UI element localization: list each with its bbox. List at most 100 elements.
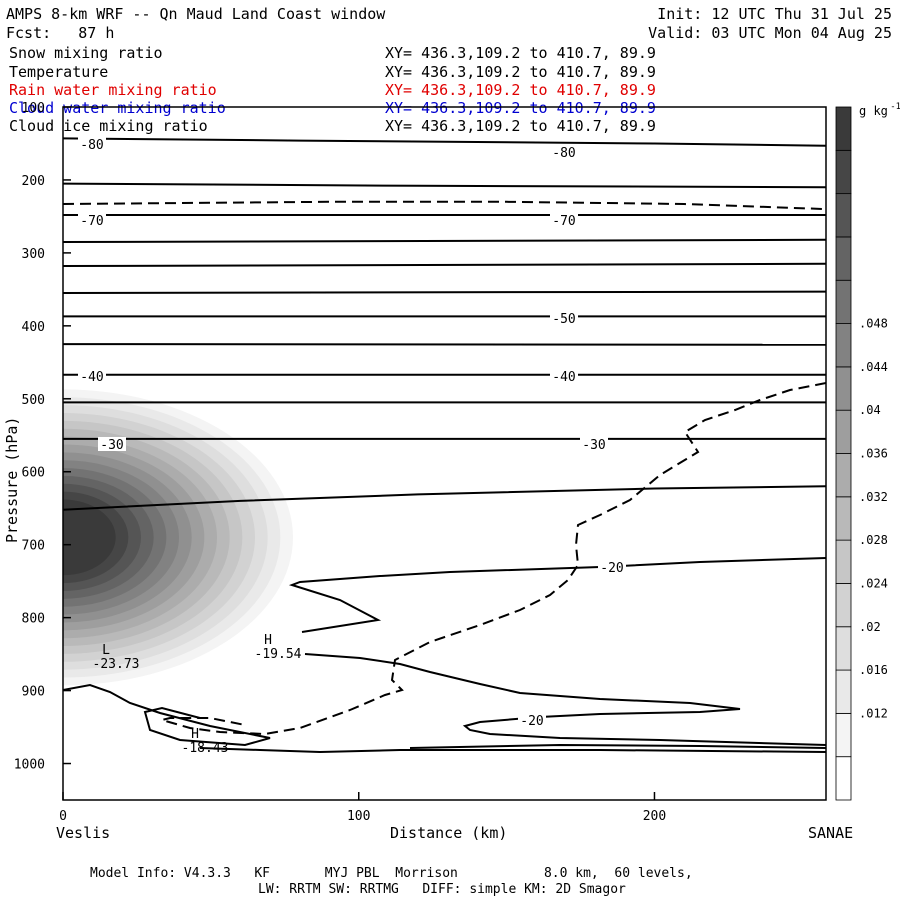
field-xy-rain: XY= 436.3,109.2 to 410.7, 89.9	[385, 81, 656, 99]
isotherm-line	[63, 182, 826, 189]
contour-label: -20	[600, 561, 623, 576]
isotherm-surface-base	[199, 747, 826, 754]
colorbar-swatch	[835, 409, 852, 454]
field-xy-temperature: XY= 436.3,109.2 to 410.7, 89.9	[385, 63, 656, 81]
isotherm-line	[63, 137, 826, 147]
colorbar: .012 .016 .02 .024 .028 .032 .036 .04 .044 .048 g …	[835, 102, 900, 801]
contour-label: -70	[552, 214, 575, 229]
extremum-value: -19.54	[255, 647, 302, 662]
freezing-level-dashed-contours	[63, 200, 826, 736]
colorbar-unit-exponent: -1	[890, 102, 900, 112]
field-name-temperature: Temperature	[9, 63, 109, 81]
colorbar-tick-label: .016	[859, 663, 888, 677]
colorbar-swatch	[835, 453, 852, 498]
contour-label: -20	[520, 714, 543, 729]
colorbar-swatch	[835, 583, 852, 628]
contour-label-bg	[580, 437, 608, 451]
colorbar-swatch	[835, 236, 852, 281]
extremum-kind: H	[191, 727, 199, 742]
y-tick-label: 400	[22, 320, 45, 335]
chart-title: AMPS 8-km WRF -- Qn Maud Land Coast wind…	[6, 5, 386, 23]
colorbar-swatch	[835, 496, 852, 541]
field-xy-cloud-ice: XY= 436.3,109.2 to 410.7, 89.9	[385, 117, 656, 135]
extremum-kind: H	[264, 633, 272, 648]
extremum-value: -23.73	[93, 657, 140, 672]
contour-label-bg	[550, 311, 578, 325]
contour-label-bg	[550, 369, 578, 383]
contour-label-bg	[518, 713, 546, 727]
x-axis-title: Distance (km)	[390, 824, 508, 842]
contour-label-bg	[598, 560, 626, 574]
x-tick-label: 200	[643, 809, 666, 824]
contour-label-bg	[78, 213, 106, 227]
isotherm-surface-loop	[63, 683, 271, 747]
y-tick-label: 500	[22, 393, 45, 408]
isotherm-line	[63, 262, 826, 267]
y-tick-label: 600	[22, 466, 45, 481]
y-tick-label: 300	[22, 247, 45, 262]
snow-mixing-ratio-shading	[63, 389, 293, 686]
valid-time: Valid: 03 UTC Mon 04 Aug 25	[648, 24, 892, 42]
start-point-label: Veslis	[56, 824, 111, 842]
field-xy-snow: XY= 436.3,109.2 to 410.7, 89.9	[385, 44, 656, 62]
colorbar-tick-label: .028	[859, 533, 888, 547]
isotherm-minus20-upper	[288, 557, 826, 633]
contour-label-bg	[550, 213, 578, 227]
colorbar-tick-label: .04	[859, 403, 881, 417]
extrema-labels: L-23.73H-19.54H-18.43	[93, 633, 302, 756]
colorbar-tick-label: .032	[859, 490, 888, 504]
y-tick-label: 800	[22, 612, 45, 627]
colorbar-tick-label: .048	[859, 317, 888, 331]
colorbar-tick-label: .012	[859, 706, 888, 720]
contour-label: -50	[552, 312, 575, 327]
x-tick-label: 100	[347, 809, 370, 824]
colorbar-swatch	[835, 756, 852, 801]
contour-labels: -80 -70 -50 -40 -30 -20 -80 -70 -40 -30 -20	[78, 137, 626, 729]
x-tick-label: 0	[59, 809, 67, 824]
field-name-rain: Rain water mixing ratio	[9, 81, 217, 99]
colorbar-tick-label: .036	[859, 447, 888, 461]
colorbar-swatch	[835, 279, 852, 324]
contour-label-bg	[78, 137, 106, 151]
isotherm-line	[63, 485, 826, 511]
contour-label-bg	[98, 437, 126, 451]
y-axis-title: Pressure (hPa)	[3, 416, 21, 543]
colorbar-tick-label: .02	[859, 620, 881, 634]
colorbar-swatch	[835, 366, 852, 411]
contour-label: -80	[552, 146, 575, 161]
extremum-kind: L	[102, 643, 110, 658]
colorbar-swatch	[835, 193, 852, 238]
y-tick-label: 700	[22, 539, 45, 554]
temperature-contours	[63, 137, 826, 754]
isotherm-line	[63, 238, 826, 243]
contour-label: -30	[582, 438, 605, 453]
colorbar-swatch	[835, 149, 852, 195]
field-name-cloud-water: Cloud water mixing ratio	[9, 99, 226, 117]
y-tick-label: 200	[22, 174, 45, 189]
field-name-cloud-ice: Cloud ice mixing ratio	[9, 117, 208, 135]
colorbar-swatch	[835, 539, 852, 584]
field-name-snow: Snow mixing ratio	[9, 44, 163, 62]
y-tick-label: 100	[22, 101, 45, 116]
model-info-line2: LW: RRTM SW: RRTMG DIFF: simple KM: 2D S…	[258, 882, 626, 897]
y-tick-label: 900	[22, 685, 45, 700]
contour-label: -80	[80, 138, 103, 153]
contour-label-bg	[550, 145, 578, 159]
colorbar-swatch	[835, 323, 852, 368]
shading-band	[63, 499, 116, 576]
colorbar-tick-label: .024	[859, 576, 888, 590]
end-point-label: SANAE	[808, 824, 854, 842]
contour-label: -40	[552, 370, 575, 385]
colorbar-swatch	[835, 106, 852, 151]
extremum-value: -18.43	[182, 741, 229, 756]
y-tick-label: 1000	[14, 758, 45, 773]
field-xy-cloud-water: XY= 436.3,109.2 to 410.7, 89.9	[385, 99, 656, 117]
plot-frame	[62, 106, 827, 801]
colorbar-swatch	[835, 626, 852, 671]
isotherm-lower-branch	[304, 653, 826, 746]
colorbar-tick-label: .044	[859, 360, 888, 374]
colorbar-swatch	[835, 669, 852, 714]
contour-label: -70	[80, 214, 103, 229]
contour-label: -40	[80, 370, 103, 385]
